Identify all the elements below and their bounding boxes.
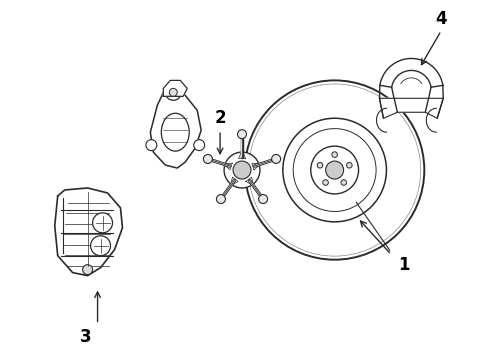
Polygon shape: [150, 88, 201, 168]
Polygon shape: [55, 188, 122, 276]
Circle shape: [317, 162, 323, 168]
Circle shape: [238, 130, 246, 139]
Ellipse shape: [161, 113, 189, 151]
Circle shape: [293, 129, 376, 211]
Text: 1: 1: [399, 256, 410, 274]
Polygon shape: [246, 177, 254, 186]
Circle shape: [169, 88, 177, 96]
Text: 4: 4: [436, 10, 447, 28]
Circle shape: [323, 180, 328, 185]
Polygon shape: [230, 177, 238, 186]
Circle shape: [233, 161, 251, 179]
Circle shape: [311, 146, 359, 194]
Circle shape: [194, 140, 205, 150]
Polygon shape: [163, 80, 187, 96]
Polygon shape: [223, 163, 232, 170]
Circle shape: [217, 194, 225, 203]
Circle shape: [259, 194, 268, 203]
Circle shape: [332, 152, 338, 157]
Circle shape: [93, 213, 113, 233]
Circle shape: [83, 265, 93, 275]
Circle shape: [341, 180, 346, 185]
Circle shape: [146, 140, 157, 150]
Polygon shape: [379, 98, 443, 118]
Circle shape: [346, 162, 352, 168]
Circle shape: [91, 236, 111, 256]
Circle shape: [245, 80, 424, 260]
Text: 2: 2: [214, 109, 226, 127]
Polygon shape: [239, 150, 245, 159]
Circle shape: [248, 84, 421, 256]
Circle shape: [283, 118, 387, 222]
Text: 3: 3: [80, 328, 92, 346]
Circle shape: [326, 161, 343, 179]
Circle shape: [271, 154, 281, 163]
Circle shape: [224, 152, 260, 188]
Circle shape: [203, 154, 212, 163]
Circle shape: [165, 84, 181, 100]
Polygon shape: [380, 58, 443, 87]
Polygon shape: [252, 163, 261, 170]
